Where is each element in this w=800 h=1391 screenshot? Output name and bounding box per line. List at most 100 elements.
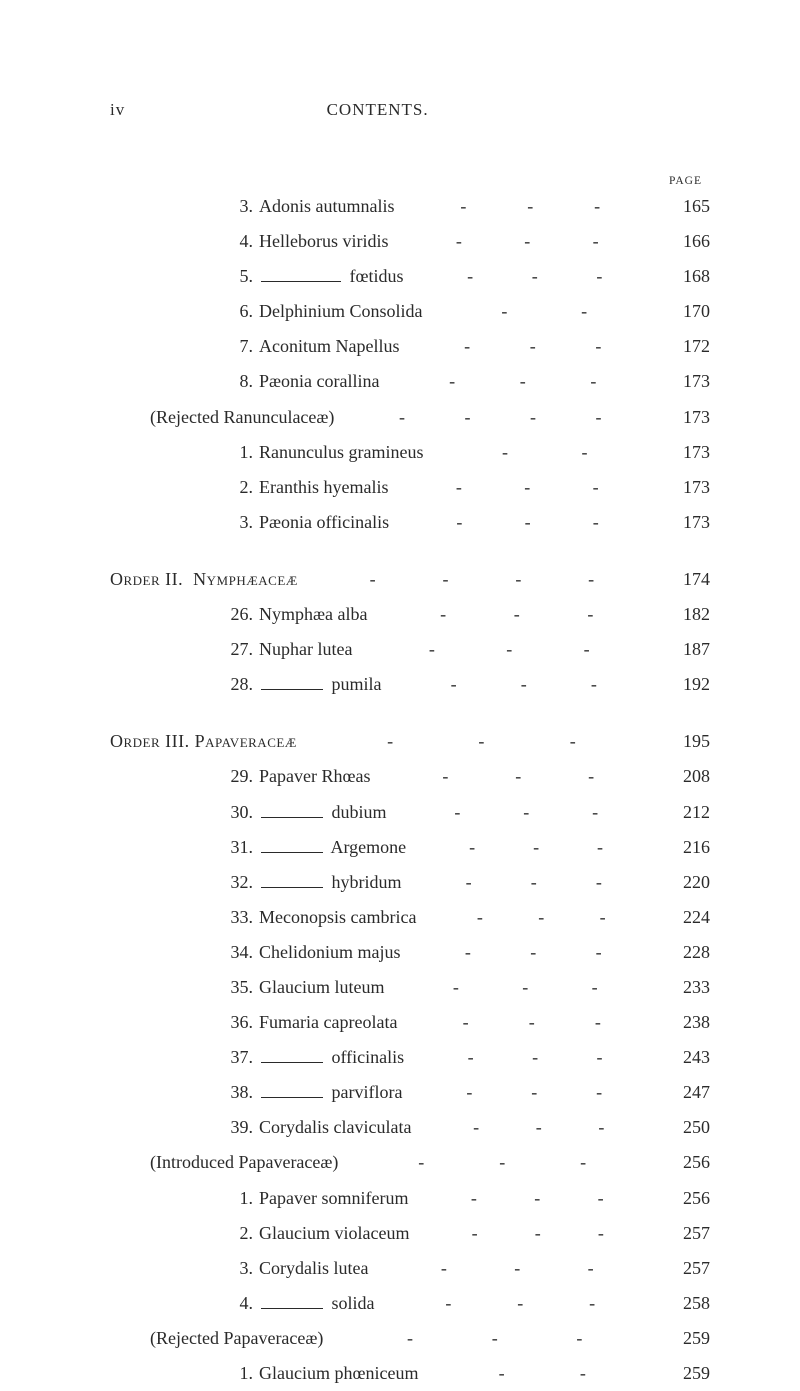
leader-dashes: --- (388, 232, 666, 250)
toc-entry-label: 4.Helleborus viridis (225, 224, 388, 259)
toc-entry-number: 4. (225, 224, 253, 259)
toc-entry-label: 38. parviflora (225, 1075, 402, 1110)
toc-entry: 34.Chelidonium majus---228 (110, 935, 710, 970)
toc-block: 3.Adonis autumnalis---1654.Helleborus vi… (110, 189, 710, 540)
toc-entry-text: Pæonia officinalis (259, 505, 389, 540)
ditto-rule (261, 271, 341, 282)
toc-entry-page: 170 (666, 294, 710, 329)
toc-entry-text: Order III. Papaveraceæ (110, 724, 297, 759)
toc-entry-page: 256 (666, 1145, 710, 1180)
leader-dashes: --- (401, 943, 667, 961)
toc-entry-label: 28. pumila (225, 667, 382, 702)
toc-entry-label: 29.Papaver Rhœas (225, 759, 370, 794)
ditto-rule (261, 1052, 323, 1063)
toc-entry-page: 259 (666, 1356, 710, 1391)
toc-entry-label: 4. solida (225, 1286, 375, 1321)
toc-entry-number: 26. (225, 597, 253, 632)
leader-dashes: --- (399, 337, 666, 355)
toc-entry-number: 39. (225, 1110, 253, 1145)
toc-entry: 28. pumila---192 (110, 667, 710, 702)
toc-entry-label: 35.Glaucium luteum (225, 970, 384, 1005)
toc-entry-number: 7. (225, 329, 253, 364)
toc-entry-page: 258 (666, 1286, 710, 1321)
leader-dashes: --- (416, 908, 666, 926)
toc-entry-number: 2. (225, 470, 253, 505)
toc-entry: (Rejected Ranunculaceæ)----173 (110, 400, 710, 435)
toc-entry-label: 36.Fumaria capreolata (225, 1005, 397, 1040)
leader-dashes: --- (388, 478, 666, 496)
toc-entry: 39.Corydalis claviculata---250 (110, 1110, 710, 1145)
toc-entry-label: 3.Pæonia officinalis (225, 505, 389, 540)
ditto-rule (261, 807, 323, 818)
toc-entry: 4.Helleborus viridis---166 (110, 224, 710, 259)
toc-entry-label: (Rejected Ranunculaceæ) (150, 400, 334, 435)
toc-entry: 27.Nuphar lutea---187 (110, 632, 710, 667)
toc-entry-after-text: parviflora (327, 1075, 402, 1110)
toc-entry-text: Nymphæa alba (259, 597, 367, 632)
toc-entry-page: 182 (666, 597, 710, 632)
toc-entry-page: 173 (666, 435, 710, 470)
toc-entry-text: Glaucium violaceum (259, 1216, 409, 1251)
toc-block: Order II. Nymphæaceæ----17426.Nymphæa al… (110, 562, 710, 702)
leader-dashes: --- (387, 803, 666, 821)
toc-entry-label: 30. dubium (225, 795, 387, 830)
leader-dashes: -- (418, 1364, 666, 1382)
ditto-rule (261, 1087, 323, 1098)
toc-entry-page: 238 (666, 1005, 710, 1040)
toc-entry-number: 37. (225, 1040, 253, 1075)
leader-dashes: --- (397, 1013, 666, 1031)
toc-entry-text: Corydalis claviculata (259, 1110, 411, 1145)
toc-entry-page: 174 (666, 562, 710, 597)
toc-entry-page: 192 (666, 667, 710, 702)
toc-entry: 3.Corydalis lutea---257 (110, 1251, 710, 1286)
toc-entry-page: 216 (666, 830, 710, 865)
toc-entry-label: 27.Nuphar lutea (225, 632, 352, 667)
ditto-rule (261, 1298, 323, 1309)
leader-dashes: --- (404, 1048, 666, 1066)
toc-entry-text: Delphinium Consolida (259, 294, 423, 329)
toc-entry-label: 26.Nymphæa alba (225, 597, 367, 632)
toc-entry-number: 28. (225, 667, 253, 702)
toc-entry-label: 5. fœtidus (225, 259, 404, 294)
toc-entry-number: 34. (225, 935, 253, 970)
toc-entry-text: Fumaria capreolata (259, 1005, 397, 1040)
toc-entry-page: 173 (666, 505, 710, 540)
toc-entry-page: 187 (666, 632, 710, 667)
toc-entry: 36.Fumaria capreolata---238 (110, 1005, 710, 1040)
toc-entry-label: 2.Glaucium violaceum (225, 1216, 409, 1251)
toc-entry: 1.Glaucium phœniceum--259 (110, 1356, 710, 1391)
toc-entry-label: 6.Delphinium Consolida (225, 294, 423, 329)
toc-entry-page: 243 (666, 1040, 710, 1075)
toc-entry-label: (Introduced Papaveraceæ) (150, 1145, 338, 1180)
leader-dashes: --- (409, 1224, 666, 1242)
toc-entry-page: 212 (666, 795, 710, 830)
toc-entry: 29.Papaver Rhœas---208 (110, 759, 710, 794)
toc-entry: 5. fœtidus---168 (110, 259, 710, 294)
leader-dashes: --- (375, 1294, 667, 1312)
toc-entry-number: 1. (225, 1181, 253, 1216)
toc-entry: (Introduced Papaveraceæ)---256 (110, 1145, 710, 1180)
toc-entry-page: 247 (666, 1075, 710, 1110)
toc-entry-page: 165 (666, 189, 710, 224)
toc-entry: 30. dubium---212 (110, 795, 710, 830)
toc-entry: 7.Aconitum Napellus---172 (110, 329, 710, 364)
toc-block: Order III. Papaveraceæ---19529.Papaver R… (110, 724, 710, 1391)
page-container: iv CONTENTS. PAGE 3.Adonis autumnalis---… (0, 0, 800, 1381)
toc-entry-text: Helleborus viridis (259, 224, 388, 259)
toc-entry-page: 259 (666, 1321, 710, 1356)
leader-dashes: -- (423, 443, 666, 461)
leader-dashes: --- (404, 267, 667, 285)
toc-entry-text: Ranunculus gramineus (259, 435, 423, 470)
toc-entry-after-text: pumila (327, 667, 382, 702)
toc-entry-label: 1.Ranunculus gramineus (225, 435, 423, 470)
toc-entry-page: 172 (666, 329, 710, 364)
toc-entry-number: 2. (225, 1216, 253, 1251)
toc-entry: 32. hybridum---220 (110, 865, 710, 900)
toc-entry-text: Nuphar lutea (259, 632, 352, 667)
toc-entry-page: 224 (666, 900, 710, 935)
toc-entry-label: Order III. Papaveraceæ (110, 724, 297, 759)
toc-entry-page: 173 (666, 400, 710, 435)
toc-entry: 3.Adonis autumnalis---165 (110, 189, 710, 224)
toc-entry-text: Corydalis lutea (259, 1251, 368, 1286)
toc-entry-text: Chelidonium majus (259, 935, 401, 970)
